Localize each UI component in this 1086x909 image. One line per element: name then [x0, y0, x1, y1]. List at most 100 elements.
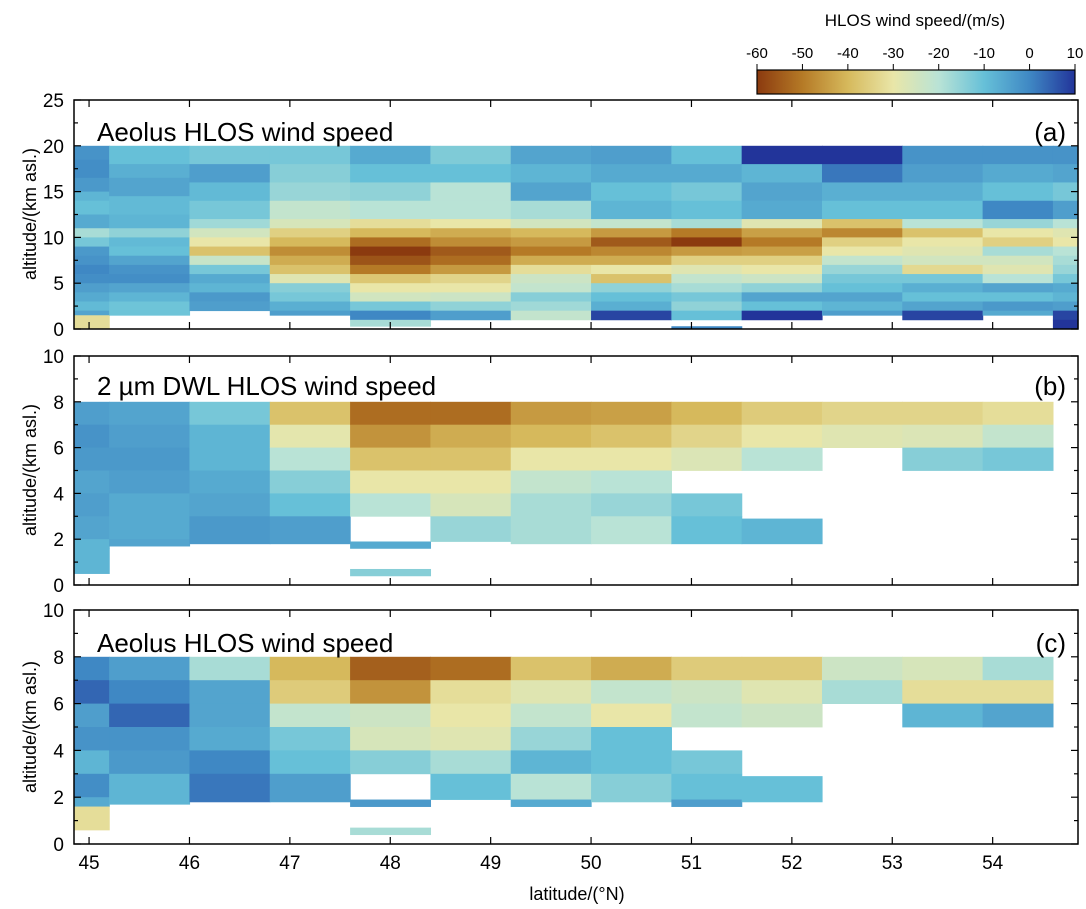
heatmap-cell: [510, 727, 592, 751]
heatmap-cell: [510, 401, 592, 426]
heatmap-cell: [350, 301, 432, 312]
heatmap-cell: [982, 680, 1054, 704]
heatmap-cell: [189, 516, 271, 545]
heatmap-cell: [430, 292, 512, 302]
colorbar-tick-label: -10: [973, 45, 995, 62]
x-tick-label: 54: [982, 853, 1004, 874]
heatmap-cell: [189, 264, 271, 275]
heatmap-cell: [74, 797, 110, 807]
heatmap-cell: [109, 447, 191, 471]
heatmap-cell: [671, 773, 743, 800]
heatmap-cell: [189, 447, 271, 471]
y-tick-label: 10: [43, 228, 64, 249]
heatmap-cell: [350, 541, 432, 549]
y-tick-label: 0: [53, 576, 64, 597]
heatmap-cell: [671, 326, 743, 330]
heatmap-cell: [591, 292, 672, 302]
heatmap-cell: [269, 219, 351, 229]
heatmap-cell: [671, 219, 743, 229]
heatmap-cell: [821, 424, 903, 448]
heatmap-cell: [510, 516, 592, 545]
heatmap-cell: [591, 255, 672, 266]
heatmap-cell: [269, 301, 351, 312]
heatmap-cell: [430, 750, 512, 775]
heatmap-cell: [1052, 228, 1079, 238]
heatmap-cell: [189, 470, 271, 494]
heatmap-cell: [109, 214, 191, 229]
heatmap-cell: [109, 424, 191, 448]
heatmap-cell: [189, 145, 271, 165]
heatmap-cell: [189, 703, 271, 728]
heatmap-cell: [741, 283, 823, 293]
heatmap-cell: [350, 447, 432, 471]
heatmap-cell: [510, 292, 592, 302]
heatmap-cell: [671, 292, 743, 302]
heatmap-cell: [189, 292, 271, 302]
heatmap-cell: [821, 246, 903, 257]
heatmap-cell: [74, 516, 110, 540]
heatmap-cell: [189, 164, 271, 183]
heatmap-cell: [510, 182, 592, 202]
heatmap-cell: [741, 164, 823, 183]
heatmap-cell: [671, 182, 743, 202]
colorbar-tick-label: -40: [837, 45, 859, 62]
heatmap-cell: [982, 264, 1054, 275]
panel-b-ticks: [74, 355, 1078, 586]
heatmap-cell: [74, 703, 110, 728]
heatmap-cell: [591, 219, 672, 229]
panel-a-label: (a): [1034, 117, 1066, 147]
heatmap-cell: [269, 310, 351, 316]
heatmap-cell: [821, 219, 903, 229]
heatmap-cell: [189, 255, 271, 266]
heatmap-cell: [591, 516, 672, 545]
panel-b-y-axis-label: altitude/(km asl.): [20, 404, 40, 536]
heatmap-cell: [430, 200, 512, 220]
heatmap-cell: [982, 292, 1054, 302]
heatmap-cell: [671, 228, 743, 238]
heatmap-cell: [430, 773, 512, 800]
heatmap-cell: [189, 401, 271, 426]
heatmap-cell: [74, 292, 110, 302]
y-tick-label: 5: [53, 274, 64, 295]
y-tick-label: 2: [53, 788, 64, 809]
heatmap-cell: [74, 246, 110, 257]
heatmap-cell: [821, 401, 903, 426]
heatmap-cell: [591, 283, 672, 293]
heatmap-cell: [74, 727, 110, 751]
heatmap-cell: [902, 680, 984, 704]
heatmap-cell: [430, 228, 512, 238]
heatmap-cell: [189, 219, 271, 229]
heatmap-cell: [1052, 237, 1079, 247]
heatmap-cell: [671, 274, 743, 284]
heatmap-cell: [430, 727, 512, 751]
heatmap-cell: [591, 680, 672, 704]
heatmap-cell: [74, 228, 110, 238]
heatmap-cell: [510, 255, 592, 266]
heatmap-cell: [189, 424, 271, 448]
heatmap-cell: [430, 219, 512, 229]
panel-a-y-tick-labels: 0 5 10 15 20 25: [43, 91, 64, 341]
heatmap-cell: [671, 145, 743, 165]
heatmap-cell: [902, 424, 984, 448]
colorbar-ticks: [756, 64, 1076, 70]
heatmap-cell: [671, 237, 743, 247]
heatmap-cell: [982, 301, 1054, 312]
heatmap-cell: [189, 237, 271, 247]
heatmap-cell: [982, 145, 1054, 165]
colorbar-gradient: [756, 69, 1076, 95]
heatmap-cell: [109, 145, 191, 165]
y-tick-label: 10: [43, 347, 64, 368]
y-tick-label: 0: [53, 320, 64, 341]
heatmap-cell: [189, 283, 271, 293]
heatmap-cell: [1052, 264, 1079, 275]
heatmap-cell: [109, 750, 191, 775]
heatmap-cell: [671, 264, 743, 275]
colorbar-tick-label: -30: [882, 45, 904, 62]
heatmap-cell: [902, 447, 984, 471]
heatmap-cell: [269, 750, 351, 775]
panel-b-label: (b): [1034, 371, 1066, 401]
x-tick-label: 48: [380, 853, 401, 874]
heatmap-cell: [109, 301, 191, 316]
heatmap-cell: [510, 200, 592, 220]
heatmap-cell: [350, 246, 432, 257]
